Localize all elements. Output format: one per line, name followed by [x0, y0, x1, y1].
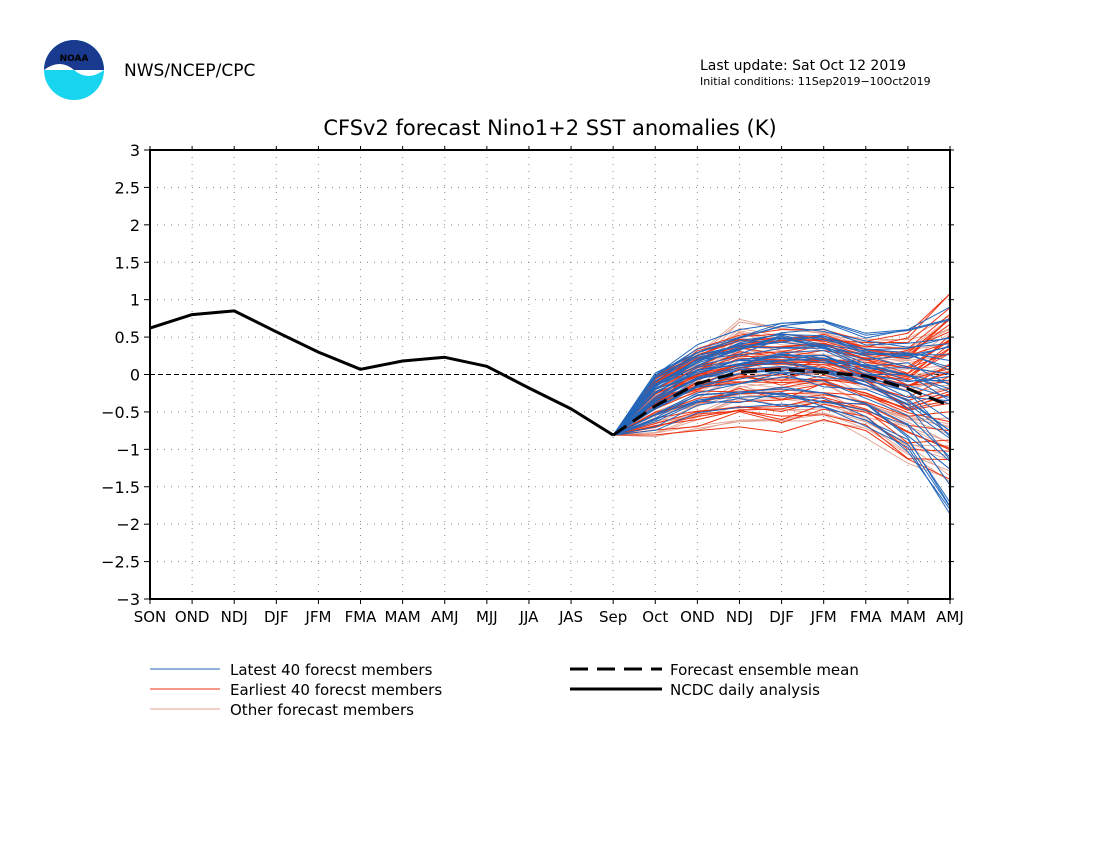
- y-tick-label: 0.5: [115, 328, 140, 347]
- x-tick-label: MAM: [385, 608, 421, 626]
- other-member-line: [613, 419, 951, 472]
- y-tick-label: 0: [130, 366, 140, 385]
- y-tick-label: −2.5: [101, 553, 140, 572]
- latest-member-line: [612, 386, 951, 470]
- latest-member-line: [612, 319, 951, 436]
- y-tick-label: −2: [116, 515, 140, 534]
- latest-member-line: [612, 334, 951, 436]
- latest-member-line: [612, 338, 951, 436]
- latest-member-line: [612, 376, 951, 458]
- x-tick-label: AMJ: [936, 608, 964, 626]
- legend-latest-label: Latest 40 forecst members: [230, 661, 433, 679]
- x-tick-label: FMA: [345, 608, 378, 626]
- x-tick-label: OND: [175, 608, 210, 626]
- latest-member-line: [613, 392, 951, 503]
- noaa-logo-gull: [44, 64, 104, 76]
- latest-member-line: [612, 349, 951, 436]
- y-tick-label: 2.5: [115, 178, 140, 197]
- earliest-member-line: [612, 366, 951, 436]
- latest-member-line: [612, 355, 951, 436]
- latest-member-line: [612, 325, 951, 436]
- last-update: Last update: Sat Oct 12 2019: [700, 58, 906, 74]
- ensemble-mean-line: [612, 367, 951, 437]
- x-tick-label: Oct: [642, 608, 668, 626]
- analysis-line: [149, 309, 614, 437]
- other-member-line: [612, 374, 951, 436]
- noaa-logo: NOAA: [44, 40, 104, 100]
- latest-member-line: [612, 367, 951, 436]
- initial-conditions: Initial conditions: 11Sep2019−10Oct2019: [700, 75, 931, 88]
- latest-member-line: [613, 398, 951, 508]
- x-tick-label: SON: [134, 608, 167, 626]
- earliest-member-line: [612, 307, 951, 436]
- x-tick-label: JFM: [304, 608, 331, 626]
- x-tick-label: FMA: [850, 608, 883, 626]
- chart-title: CFSv2 forecast Nino1+2 SST anomalies (K): [323, 116, 776, 140]
- earliest-member-line: [613, 410, 951, 461]
- axes: −3 −2.5 −2 −1.5 −1 −0.5 0 0.5 1 1.5 2 2.5 3 SON OND NDJ…: [101, 141, 964, 626]
- org-label: NWS/NCEP/CPC: [124, 61, 255, 81]
- x-tick-label: DJF: [264, 608, 289, 626]
- x-tick-label: MJJ: [476, 608, 498, 626]
- latest-member-line: [612, 360, 951, 436]
- other-member-line: [613, 385, 951, 444]
- x-tick-label: JAS: [558, 608, 583, 626]
- y-tick-label: −1.5: [101, 478, 140, 497]
- x-tick-label: NDJ: [221, 608, 248, 626]
- main-lines: [149, 309, 951, 437]
- earliest-member-line: [613, 403, 951, 449]
- x-tick-label: OND: [680, 608, 715, 626]
- x-tick-label: JJA: [519, 608, 540, 626]
- legend: Latest 40 forecst members Earliest 40 fo…: [150, 661, 859, 719]
- latest-member-line: [612, 354, 951, 436]
- y-tick-label: −3: [116, 590, 140, 609]
- latest-member-line: [612, 334, 951, 436]
- x-tick-label: DJF: [769, 608, 794, 626]
- noaa-logo-text: NOAA: [60, 54, 89, 64]
- legend-earliest-label: Earliest 40 forecst members: [230, 681, 442, 699]
- x-tick-label: JFM: [810, 608, 837, 626]
- latest-member-line: [612, 372, 951, 461]
- earliest-member-line: [613, 419, 951, 480]
- latest-members: [612, 306, 951, 515]
- latest-member-line: [612, 388, 951, 462]
- earliest-member-line: [612, 293, 951, 436]
- latest-member-line: [612, 357, 951, 436]
- y-tick-label: 1.5: [115, 253, 140, 272]
- y-tick-label: 1: [130, 291, 140, 310]
- x-tick-label: AMJ: [431, 608, 459, 626]
- latest-member-line: [612, 341, 951, 436]
- latest-member-line: [612, 328, 951, 436]
- latest-member-line: [612, 362, 951, 436]
- noaa-logo-top: [44, 40, 104, 70]
- legend-analysis-label: NCDC daily analysis: [670, 681, 820, 699]
- x-tick-label: NDJ: [726, 608, 753, 626]
- latest-member-line: [612, 337, 951, 436]
- y-tick-label: −0.5: [101, 403, 140, 422]
- x-tick-label: MAM: [890, 608, 926, 626]
- x-tick-label: Sep: [599, 608, 627, 626]
- legend-other-label: Other forecast members: [230, 701, 414, 719]
- latest-member-line: [612, 371, 951, 438]
- latest-member-line: [613, 391, 951, 510]
- legend-mean-label: Forecast ensemble mean: [670, 661, 859, 679]
- y-tick-label: −1: [116, 440, 140, 459]
- latest-member-line: [612, 333, 951, 436]
- y-tick-label: 3: [130, 141, 140, 160]
- earliest-member-line: [613, 408, 951, 452]
- y-tick-label: 2: [130, 216, 140, 235]
